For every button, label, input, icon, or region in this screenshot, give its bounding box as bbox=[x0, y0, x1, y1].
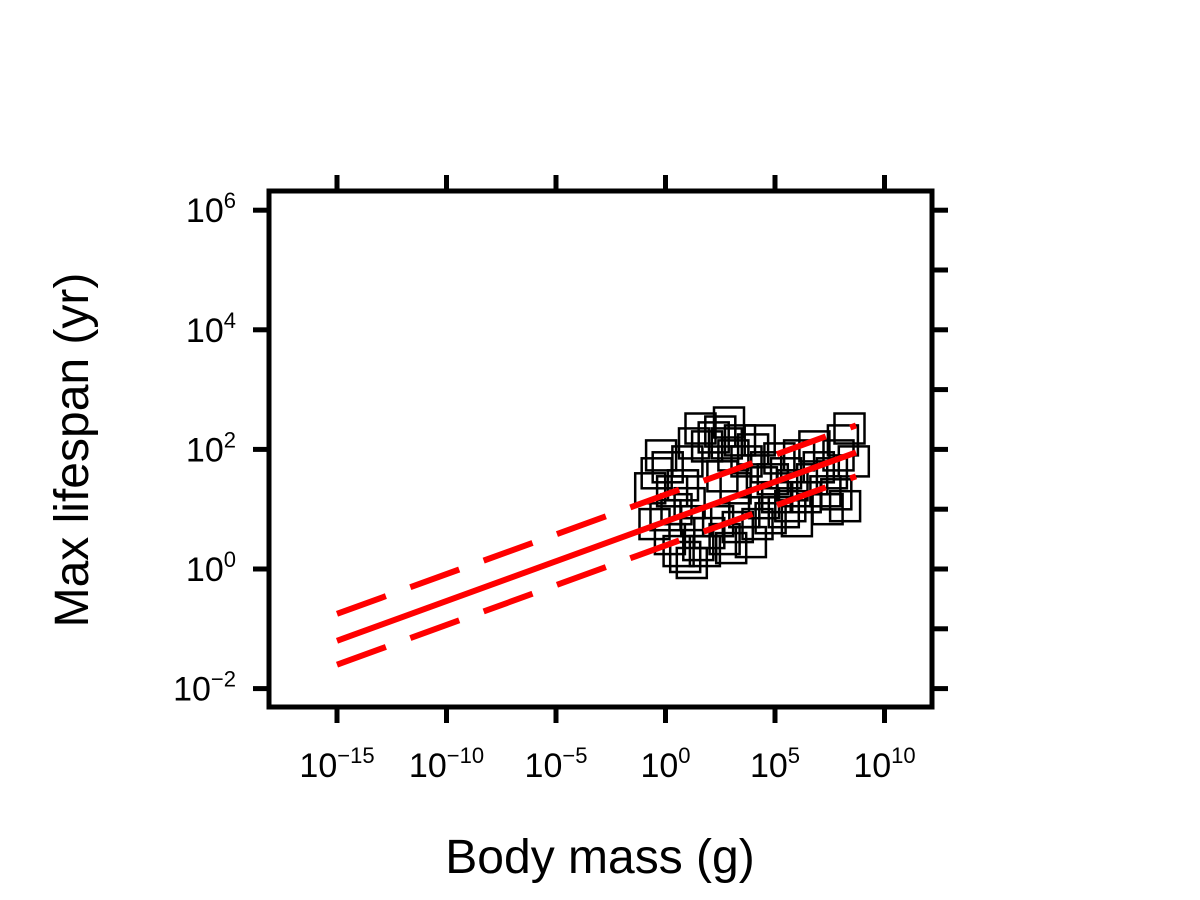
data-point bbox=[714, 531, 748, 565]
x-tick-label: 10−5 bbox=[525, 743, 588, 785]
x-tick-label: 10−15 bbox=[299, 743, 374, 785]
fit-line bbox=[335, 449, 858, 644]
data-point bbox=[828, 489, 862, 523]
data-point bbox=[710, 427, 744, 460]
y-tick-label: 100 bbox=[186, 547, 236, 589]
data-point bbox=[673, 486, 706, 520]
data-point bbox=[734, 525, 768, 559]
data-point bbox=[644, 439, 678, 472]
y-tick-label: 10−2 bbox=[173, 667, 236, 709]
x-tick-label: 105 bbox=[750, 743, 800, 785]
data-point bbox=[802, 451, 836, 484]
data-point bbox=[736, 433, 770, 466]
y-tick-label: 104 bbox=[186, 308, 236, 350]
x-tick-label: 10−10 bbox=[409, 743, 484, 785]
axis-ticks bbox=[253, 175, 948, 723]
data-point bbox=[666, 469, 700, 502]
data-point bbox=[743, 424, 776, 457]
data-marks bbox=[633, 406, 871, 580]
confidence-upper-line bbox=[335, 422, 858, 617]
data-point bbox=[704, 415, 737, 448]
data-point bbox=[662, 534, 695, 568]
data-point bbox=[811, 492, 844, 526]
y-axis-title: Max lifespan (yr) bbox=[46, 273, 99, 628]
data-point bbox=[833, 412, 866, 445]
data-point bbox=[741, 507, 774, 541]
data-point bbox=[723, 424, 757, 457]
confidence-lower-line bbox=[335, 473, 858, 668]
x-tick-label: 1010 bbox=[853, 743, 915, 785]
tick-labels: 10−15 10−10 10−5 100 105 1010 10−2 100 102 104 106 bbox=[173, 188, 916, 785]
data-point bbox=[682, 528, 715, 562]
data-point bbox=[712, 406, 746, 439]
x-axis-title: Body mass (g) bbox=[445, 831, 754, 884]
data-point bbox=[754, 501, 787, 535]
fit-lines bbox=[335, 422, 858, 668]
x-tick-label: 100 bbox=[640, 743, 690, 785]
data-point bbox=[668, 540, 702, 574]
data-point bbox=[767, 495, 801, 529]
data-point bbox=[675, 546, 709, 580]
y-tick-label: 102 bbox=[186, 427, 236, 469]
data-point bbox=[638, 507, 671, 541]
y-tick-label: 106 bbox=[186, 188, 236, 230]
